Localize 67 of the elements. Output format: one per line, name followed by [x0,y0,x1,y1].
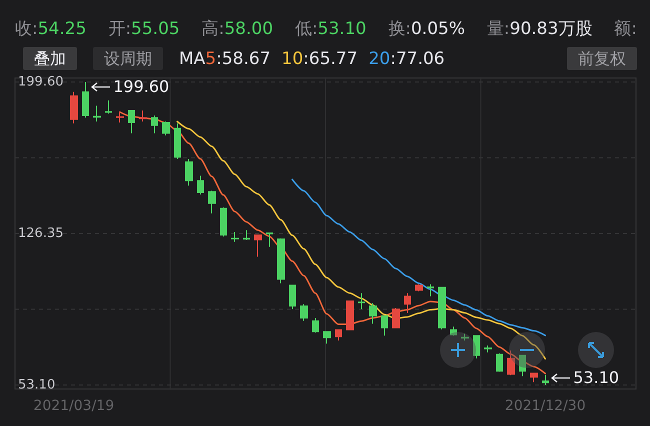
legend-title: MA [179,48,206,68]
candlestick [530,372,538,383]
text: 收:54.25 [15,18,86,38]
candlestick [289,284,296,310]
candlestick [461,333,469,342]
button: 前复权 [567,47,637,70]
candlestick [116,111,124,124]
candlestick [438,286,446,330]
y-tick-label: 126.35 [18,226,64,241]
candlestick [415,284,423,292]
candlestick [507,350,515,376]
text: 20 [368,48,390,68]
line-series [119,111,546,374]
candlestick [381,315,388,336]
y-tick-label: 199.60 [18,74,64,90]
candlestick [93,105,101,122]
candlestick [254,234,262,258]
candlestick [82,82,89,118]
text: 高:58.00 [202,18,274,38]
candlestick [139,110,147,122]
candlestick [473,335,480,359]
candlestick [300,304,308,322]
button: 叠加 [23,47,77,70]
text: 5 [205,48,216,68]
text: 10 [282,48,304,68]
x-tick-label: 2021/12/30 [504,398,586,414]
text: 换:0.05% [388,18,465,38]
candlestick [542,374,549,386]
candlestick [323,331,331,344]
candlestick [450,326,457,336]
button: 设周期 [93,47,163,70]
candlestick [519,354,526,377]
candlestick [151,115,158,134]
candlestick [208,190,216,214]
candlestick [404,292,411,314]
text: :77.06 [390,48,445,68]
text: 额: [614,18,637,38]
candlestick [185,158,193,186]
text: :65.77 [303,48,358,68]
candlestick [358,292,365,310]
text: 低:53.10 [294,18,366,38]
candlestick [220,206,227,237]
candlestick [243,230,250,241]
candlestick [496,352,503,372]
candlestick [346,300,354,330]
candlestick [266,232,273,248]
text: 53.10 [573,368,620,388]
text: 量:90.83万股 [486,18,592,38]
candlestick [197,175,204,196]
candlestick [392,308,400,328]
candlestick [277,238,285,284]
text: 开:55.05 [108,18,180,38]
candlestick [484,344,492,353]
candlestick [231,231,239,242]
candlestick [174,122,181,160]
x-tick-label: 2021/03/19 [33,398,114,414]
candlestick [162,121,170,136]
candlestick [369,302,377,324]
candlestick [335,329,342,342]
y-tick-label: 53.10 [18,378,56,392]
candlestick [128,110,135,134]
candlestick [105,100,112,114]
candlestick [70,91,78,124]
annotation: 199.60 [113,77,170,97]
text: :58.67 [216,48,271,68]
candlestick [312,317,319,334]
candlestick [427,284,434,297]
